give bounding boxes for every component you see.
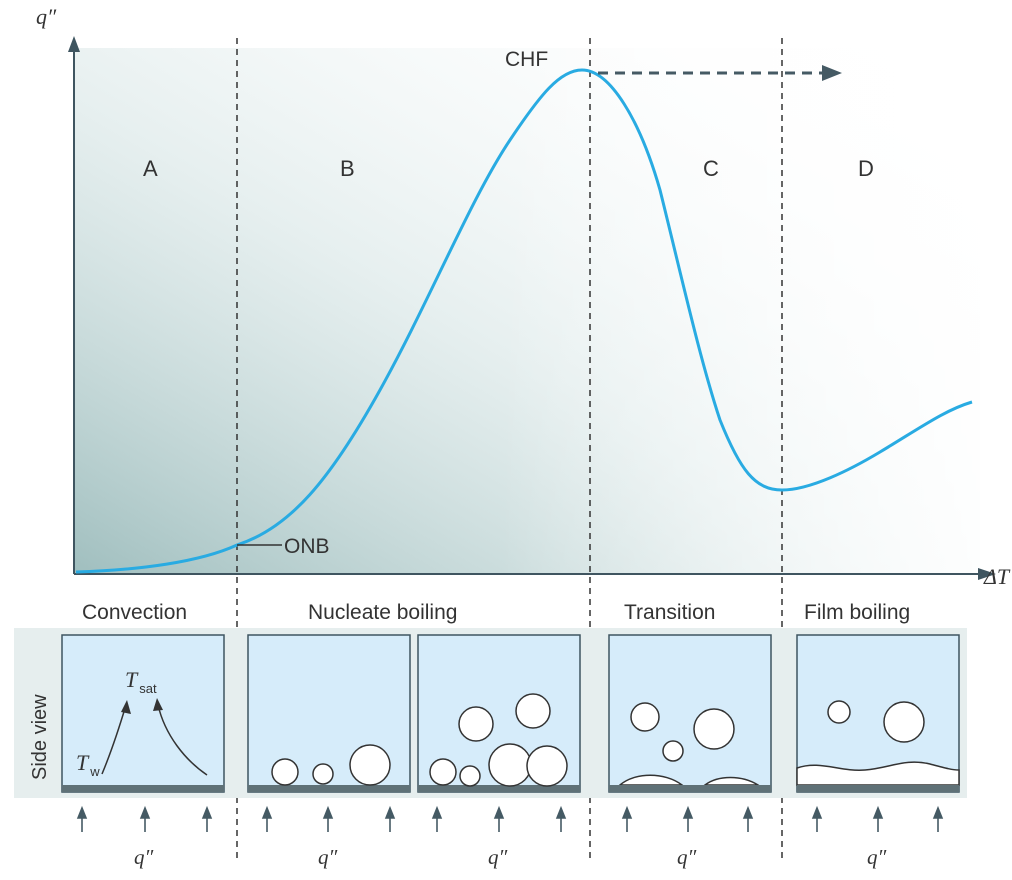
- region-a-label: A: [143, 156, 158, 181]
- x-axis: [74, 568, 996, 580]
- region-d-label: D: [858, 156, 874, 181]
- heat-flux-label: q″: [488, 845, 508, 869]
- heat-arrow: [139, 805, 151, 832]
- heated-wall: [609, 785, 771, 792]
- panel-nucleate-isolated: [247, 634, 411, 793]
- vapor-bubble: [349, 744, 391, 786]
- heat-arrow: [493, 805, 505, 832]
- vapor-film: [796, 761, 960, 786]
- panel-transition: [608, 634, 772, 793]
- heated-wall: [248, 785, 410, 792]
- vapor-bubble: [458, 706, 494, 742]
- heat-arrow: [261, 805, 273, 832]
- heat-arrow: [431, 805, 443, 832]
- heat-arrow: [811, 805, 823, 832]
- heat-arrow: [682, 805, 694, 832]
- heat-arrow: [872, 805, 884, 832]
- heat-arrow: [932, 805, 944, 832]
- heat-arrow: [621, 805, 633, 832]
- heated-wall: [418, 785, 580, 792]
- onb-label: ONB: [284, 535, 330, 558]
- vapor-bubble: [429, 758, 457, 786]
- vapor-bubble: [488, 743, 532, 787]
- vapor-bubble: [630, 702, 660, 732]
- heat-flux-label: q″: [867, 845, 887, 869]
- vapor-bubble: [515, 693, 551, 729]
- vapor-bubble: [693, 708, 735, 750]
- heat-arrow: [76, 805, 88, 832]
- region-b-label: B: [340, 156, 355, 181]
- heat-flux-label: q″: [134, 845, 154, 869]
- regime-nucleate-label: Nucleate boiling: [308, 601, 457, 624]
- regime-convection-label: Convection: [82, 601, 187, 624]
- vapor-bubble: [271, 758, 299, 786]
- heat-flux-label: q″: [318, 845, 338, 869]
- vapor-patch: [702, 776, 761, 786]
- vapor-bubble: [312, 763, 334, 785]
- heat-input-arrows: [76, 805, 944, 832]
- vapor-bubble: [459, 765, 481, 787]
- vapor-bubble: [662, 740, 684, 762]
- heat-arrow: [201, 805, 213, 832]
- y-axis-label: q″: [36, 4, 57, 29]
- heat-arrow: [384, 805, 396, 832]
- heat-arrow: [742, 805, 754, 832]
- regime-transition-label: Transition: [624, 601, 715, 624]
- regime-film-label: Film boiling: [804, 601, 910, 624]
- vapor-bubble: [883, 701, 925, 743]
- plot-shade-fade: [500, 48, 980, 574]
- heat-arrow: [322, 805, 334, 832]
- x-axis-label: ΔT: [983, 564, 1011, 589]
- vapor-bubble: [526, 745, 568, 787]
- panel-nucleate-columns: [417, 634, 581, 793]
- heated-wall: [797, 785, 959, 792]
- heat-arrow: [555, 805, 567, 832]
- heat-flux-label: q″: [677, 845, 697, 869]
- y-axis: [68, 36, 80, 574]
- panel-film: [796, 634, 960, 793]
- region-c-label: C: [703, 156, 719, 181]
- chf-label: CHF: [505, 48, 548, 71]
- vapor-bubble: [827, 700, 851, 724]
- vapor-patch: [617, 774, 685, 786]
- heated-wall: [62, 785, 224, 792]
- boiling-curve: [75, 68, 973, 574]
- convection-flow-arrow: [157, 704, 208, 776]
- chf-arrow: [598, 65, 842, 81]
- side-view-label: Side view: [29, 694, 51, 780]
